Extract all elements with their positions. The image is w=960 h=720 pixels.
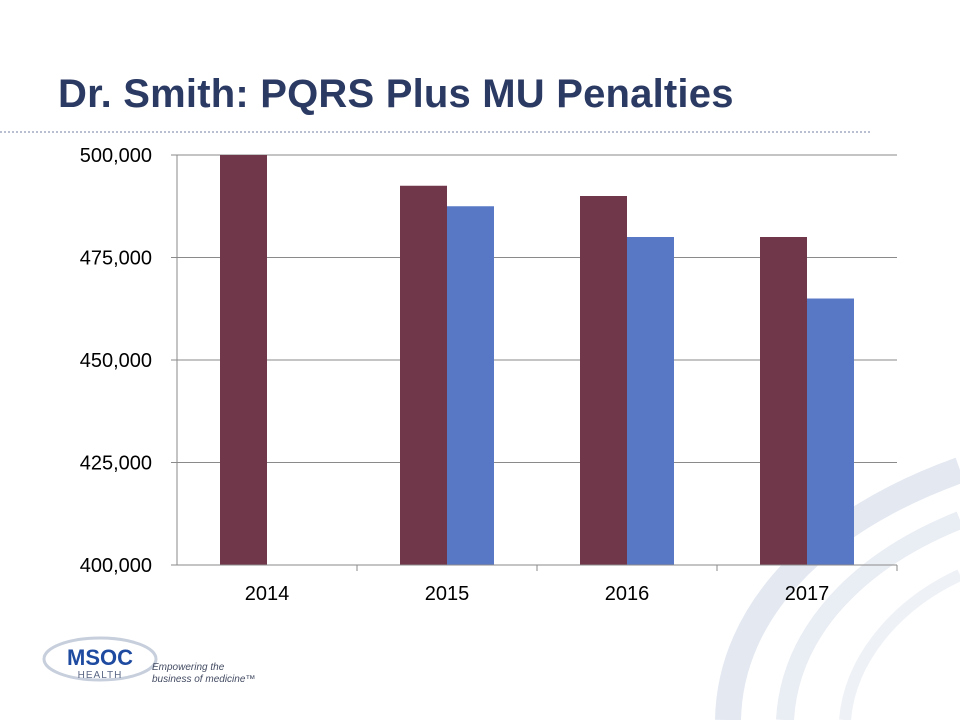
y-tick-label: 500,000	[80, 145, 152, 167]
y-tick-label: 450,000	[80, 350, 152, 372]
logo-sub: HEALTH	[78, 670, 123, 681]
bar-2017-series-1	[760, 237, 807, 565]
tagline-line-2: business of medicine™	[152, 674, 256, 685]
title-divider	[0, 131, 870, 133]
bar-2015-series-1	[400, 185, 447, 565]
x-tick-label: 2016	[605, 583, 650, 605]
bar-2014-series-1	[220, 155, 267, 565]
bar-2015-series-2	[447, 206, 494, 565]
x-tick-label: 2017	[785, 583, 830, 605]
bar-2016-series-2	[627, 237, 674, 565]
slide-title: Dr. Smith: PQRS Plus MU Penalties	[58, 72, 734, 116]
tagline-line-1: Empowering the	[152, 662, 225, 673]
logo-name: MSOC	[67, 645, 133, 670]
x-tick-label: 2014	[245, 583, 290, 605]
y-tick-label: 475,000	[80, 248, 152, 270]
msoc-health-logo: MSOC HEALTH	[42, 636, 158, 682]
x-tick-label: 2015	[425, 583, 470, 605]
y-tick-label: 400,000	[80, 555, 152, 577]
bar-2016-series-1	[580, 196, 627, 565]
bar-2017-series-2	[807, 298, 854, 565]
logo-tagline: Empowering the business of medicine™	[152, 662, 255, 686]
y-tick-label: 425,000	[80, 453, 152, 475]
